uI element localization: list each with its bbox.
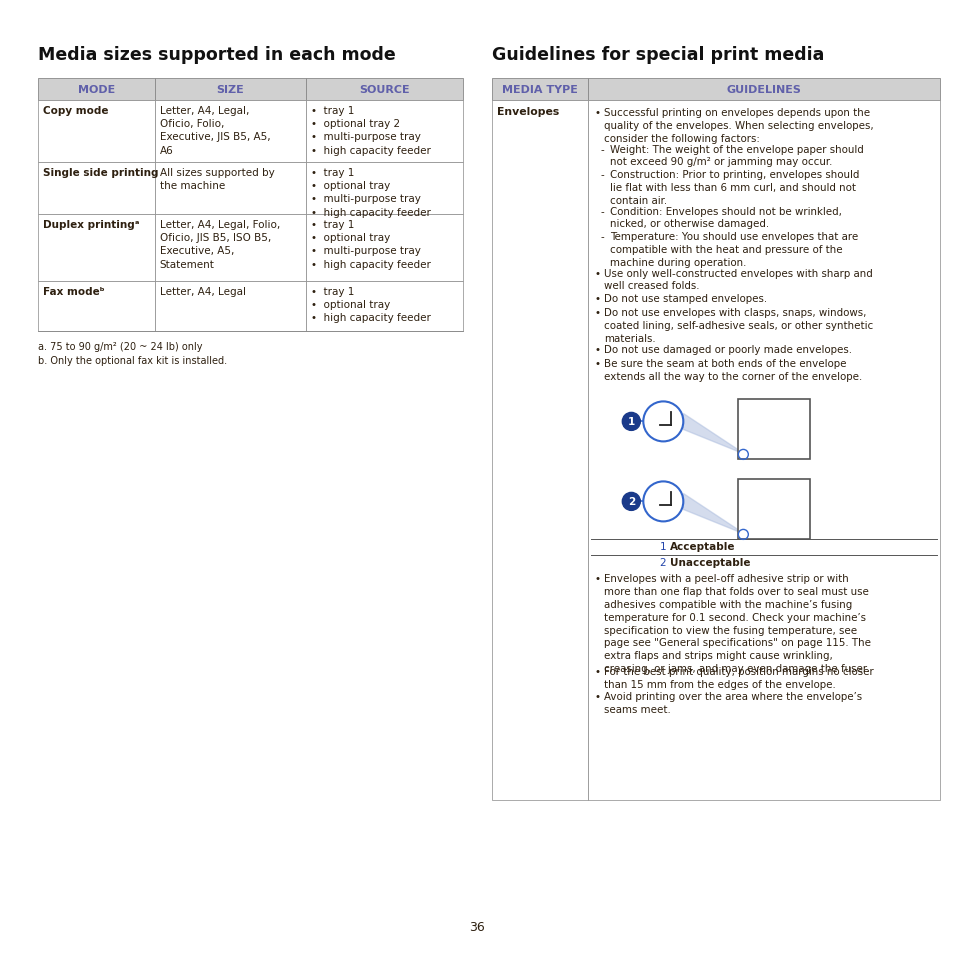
Text: All sizes supported by
the machine: All sizes supported by the machine [160,168,274,191]
Text: •: • [594,666,599,677]
Text: Acceptable: Acceptable [670,542,735,552]
Bar [305,163,462,214]
Text: GUIDELINES: GUIDELINES [726,85,801,95]
Text: •: • [594,294,599,304]
Circle shape [621,413,639,431]
Bar [738,480,809,539]
Text: •: • [594,308,599,318]
Text: Do not use stamped envelopes.: Do not use stamped envelopes. [603,294,766,304]
Bar [154,79,305,101]
Text: Letter, A4, Legal: Letter, A4, Legal [160,287,246,296]
Text: Media sizes supported in each mode: Media sizes supported in each mode [38,46,395,64]
Text: Weight: The weight of the envelope paper should
not exceed 90 g/m² or jamming ma: Weight: The weight of the envelope paper… [610,145,863,167]
Text: •  tray 1
•  optional tray
•  high capacity feeder: • tray 1 • optional tray • high capacity… [311,287,430,323]
Text: Condition: Envelopes should not be wrinkled,
nicked, or otherwise damaged.: Condition: Envelopes should not be wrink… [610,207,841,229]
Text: 1: 1 [659,542,665,552]
Bar [738,400,809,460]
Text: Be sure the seam at both ends of the envelope
extends all the way to the corner : Be sure the seam at both ends of the env… [603,358,862,381]
Bar [492,101,588,801]
Text: Avoid printing over the area where the envelope’s
seams meet.: Avoid printing over the area where the e… [603,692,862,715]
Text: Letter, A4, Legal,
Oficio, Folio,
Executive, JIS B5, A5,
A6: Letter, A4, Legal, Oficio, Folio, Execut… [160,106,271,155]
Text: •  tray 1
•  optional tray
•  multi-purpose tray
•  high capacity feeder: • tray 1 • optional tray • multi-purpose… [311,168,430,217]
Bar [305,282,462,332]
Text: Successful printing on envelopes depends upon the
quality of the envelopes. When: Successful printing on envelopes depends… [603,108,873,144]
Bar [305,214,462,282]
Text: •: • [594,574,599,584]
Text: Envelopes: Envelopes [497,107,558,117]
Bar [38,79,154,101]
Text: a. 75 to 90 g/m² (20 ~ 24 lb) only: a. 75 to 90 g/m² (20 ~ 24 lb) only [38,341,202,352]
Text: •: • [594,692,599,701]
Text: Duplex printingᵃ: Duplex printingᵃ [43,220,139,230]
Bar [588,79,939,101]
Text: 2: 2 [659,558,665,568]
Text: -: - [599,170,603,180]
Text: MEDIA TYPE: MEDIA TYPE [501,85,578,95]
Text: 36: 36 [469,920,484,933]
Text: 2: 2 [627,497,635,507]
Text: Envelopes with a peel-off adhesive strip or with
more than one flap that folds o: Envelopes with a peel-off adhesive strip… [603,574,870,673]
Text: Fax modeᵇ: Fax modeᵇ [43,287,105,296]
Text: -: - [599,145,603,154]
Text: Copy mode: Copy mode [43,106,109,116]
Bar [38,282,154,332]
Polygon shape [682,414,744,455]
Text: SOURCE: SOURCE [358,85,409,95]
Bar [588,101,939,801]
Text: For the best print quality, position margins no closer
than 15 mm from the edges: For the best print quality, position mar… [603,666,873,689]
Bar [38,214,154,282]
Bar [154,163,305,214]
Text: •  tray 1
•  optional tray
•  multi-purpose tray
•  high capacity feeder: • tray 1 • optional tray • multi-purpose… [311,220,430,270]
Text: •: • [594,358,599,369]
Bar [305,79,462,101]
Text: -: - [599,232,603,242]
Text: •: • [594,344,599,355]
Circle shape [621,493,639,511]
Text: Unacceptable: Unacceptable [670,558,750,568]
Bar [154,214,305,282]
Text: b. Only the optional fax kit is installed.: b. Only the optional fax kit is installe… [38,355,227,366]
Polygon shape [682,494,744,535]
Bar [38,101,154,163]
Text: SIZE: SIZE [216,85,244,95]
Text: 1: 1 [627,417,635,427]
Bar [154,101,305,163]
Text: Do not use envelopes with clasps, snaps, windows,
coated lining, self-adhesive s: Do not use envelopes with clasps, snaps,… [603,308,873,343]
Text: -: - [599,207,603,216]
Bar [492,79,588,101]
Text: Do not use damaged or poorly made envelopes.: Do not use damaged or poorly made envelo… [603,344,851,355]
Text: Single side printing: Single side printing [43,168,158,178]
Text: Letter, A4, Legal, Folio,
Oficio, JIS B5, ISO B5,
Executive, A5,
Statement: Letter, A4, Legal, Folio, Oficio, JIS B5… [160,220,280,270]
Bar [38,163,154,214]
Text: Temperature: You should use envelopes that are
compatible with the heat and pres: Temperature: You should use envelopes th… [610,232,858,268]
Text: •: • [594,108,599,118]
Text: •: • [594,269,599,278]
Bar [154,282,305,332]
Bar [305,101,462,163]
Text: MODE: MODE [78,85,115,95]
Text: Guidelines for special print media: Guidelines for special print media [492,46,823,64]
Text: •  tray 1
•  optional tray 2
•  multi-purpose tray
•  high capacity feeder: • tray 1 • optional tray 2 • multi-purpo… [311,106,430,155]
Text: Construction: Prior to printing, envelopes should
lie flat with less than 6 mm c: Construction: Prior to printing, envelop… [610,170,859,206]
Text: Use only well-constructed envelopes with sharp and
well creased folds.: Use only well-constructed envelopes with… [603,269,872,291]
